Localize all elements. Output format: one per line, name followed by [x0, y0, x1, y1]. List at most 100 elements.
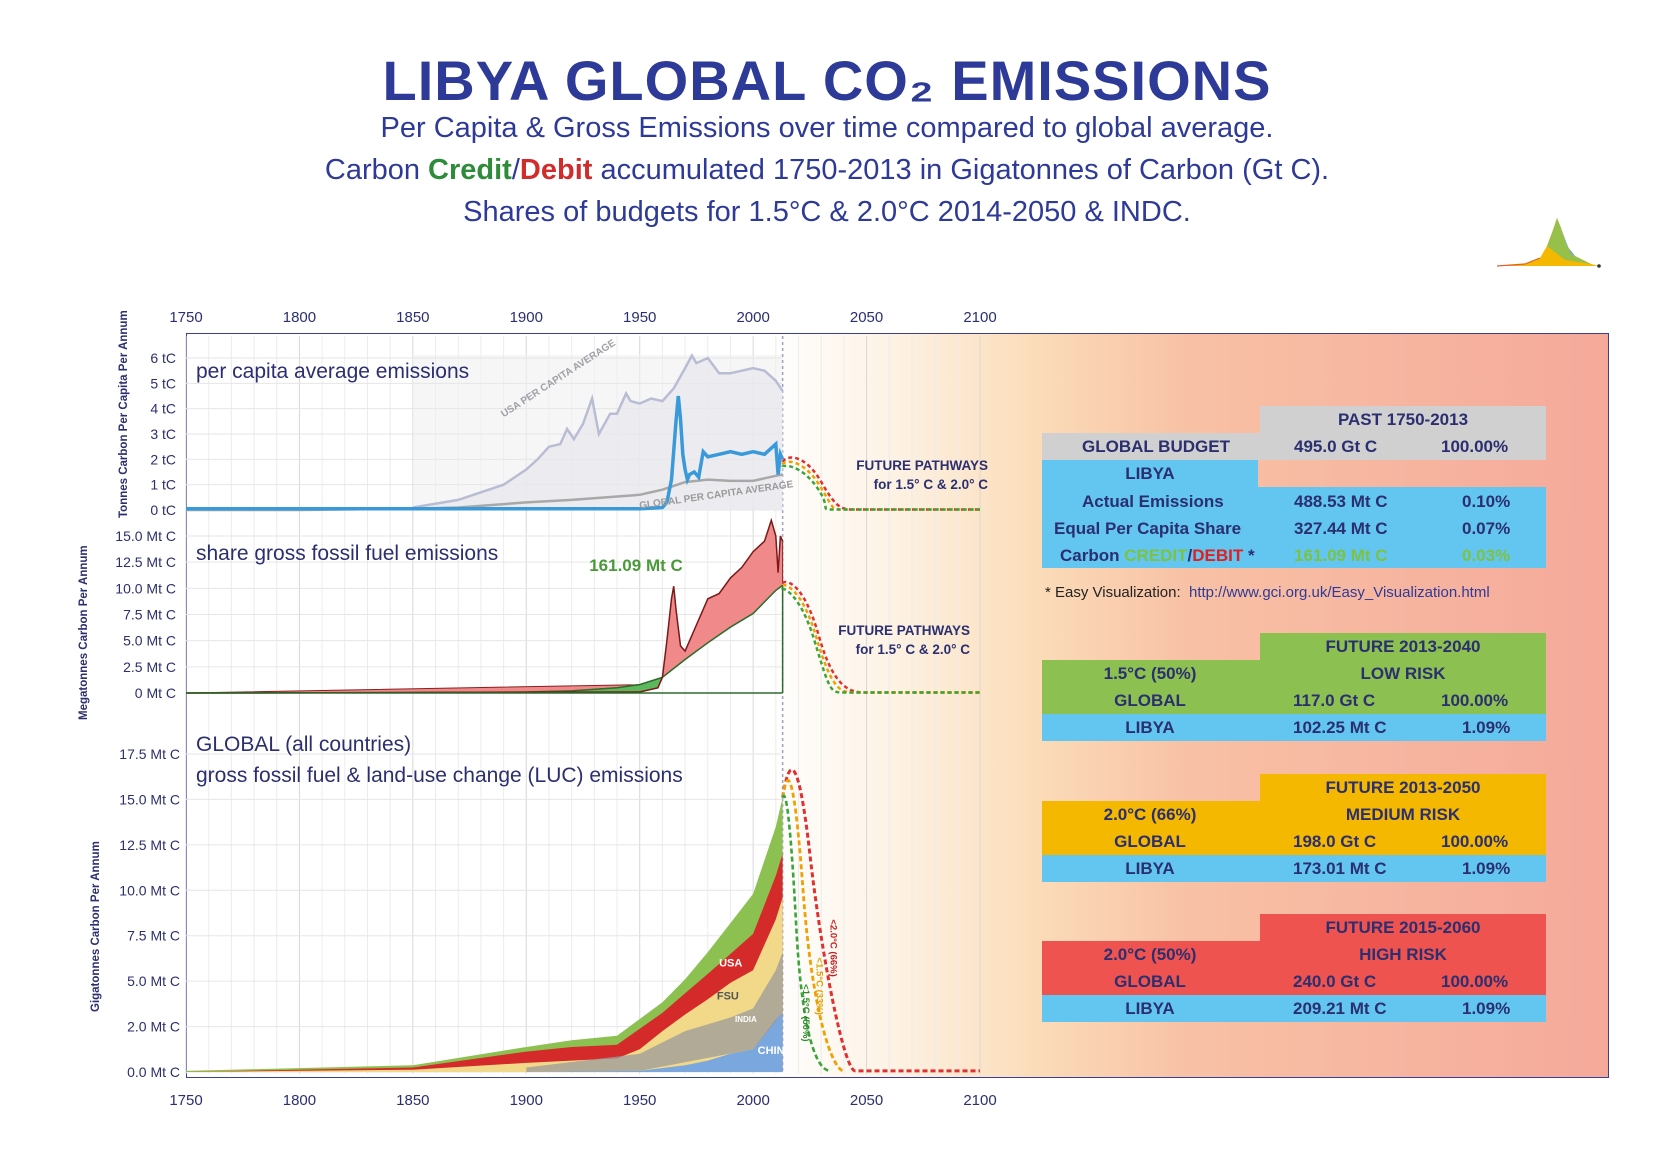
- global-label-india: INDIA: [735, 1015, 757, 1024]
- credit-label: CREDIT: [1124, 546, 1188, 565]
- actual-emissions-label: Actual Emissions: [1082, 492, 1224, 511]
- future-orange-pathway-2: [781, 583, 980, 694]
- future-label-15c-50: <1.5°C (50%): [800, 984, 811, 1041]
- past-global-value: 495.0 Gt C: [1294, 437, 1378, 456]
- global-label-usa: USA: [719, 958, 742, 970]
- x-tick-bottom: 1950: [623, 1092, 656, 1109]
- scenario-global-pct: 100.00%: [1441, 832, 1509, 851]
- debit-label: DEBIT: [1192, 546, 1244, 565]
- credit-debit-label: Carbon CREDIT/DEBIT *: [1060, 542, 1255, 569]
- scenario-header: FUTURE 2013-2050: [1260, 774, 1546, 801]
- scenario-header: FUTURE 2015-2060: [1260, 914, 1546, 941]
- y-tick-gross: 7.5 Mt C: [123, 607, 176, 623]
- equal-share-label: Equal Per Capita Share: [1054, 519, 1242, 538]
- future-pathways-1-line1: FUTURE PATHWAYS: [856, 458, 988, 473]
- past-global-row: GLOBAL BUDGET 495.0 Gt C 100.00%: [1042, 433, 1546, 460]
- line2-post: accumulated 1750-2013 in Gigatonnes of C…: [592, 154, 1330, 186]
- x-tick-top: 1950: [623, 309, 656, 326]
- y-tick-gross: 12.5 Mt C: [115, 554, 176, 570]
- scenario-band: [1042, 801, 1546, 855]
- future-pathways-2-line1: FUTURE PATHWAYS: [838, 623, 970, 638]
- scenario-country-band: [1042, 995, 1546, 1022]
- x-tick-top: 1750: [169, 309, 202, 326]
- scenario-risk: MEDIUM RISK: [1345, 805, 1461, 824]
- y-tick-per-capita: 4 tC: [150, 401, 176, 417]
- scenario-country-band: [1042, 714, 1546, 741]
- past-country-rows: [1042, 487, 1546, 568]
- scenario-global-value: 240.0 Gt C: [1293, 972, 1377, 991]
- x-tick-top: 2100: [963, 309, 996, 326]
- credit-word: Credit: [428, 154, 512, 186]
- scenario-global-pct: 100.00%: [1441, 691, 1509, 710]
- scenario-country-value: 102.25 Mt C: [1293, 718, 1387, 737]
- y-tick-global: 15.0 Mt C: [119, 791, 180, 807]
- note-url[interactable]: http://www.gci.org.uk/Easy_Visualization…: [1188, 584, 1490, 601]
- future-label-15c-33: <1.5°C (33%): [814, 958, 825, 1015]
- scenario-band: [1042, 941, 1546, 995]
- y-tick-per-capita: 6 tC: [150, 350, 176, 366]
- credit-value: 161.09 Mt C: [1294, 546, 1388, 565]
- scenario-country-band: [1042, 855, 1546, 882]
- y-tick-per-capita: 2 tC: [150, 451, 176, 467]
- note-label: * Easy Visualization:: [1045, 584, 1181, 601]
- line2-slash: /: [511, 154, 520, 186]
- scenario-global-label: GLOBAL: [1114, 972, 1186, 991]
- x-tick-top: 1850: [396, 309, 429, 326]
- easy-visualization-note: * Easy Visualization: http://www.gci.org…: [1045, 584, 1490, 601]
- y-tick-per-capita: 5 tC: [150, 375, 176, 391]
- global-area-china: [186, 1012, 783, 1072]
- future-green-pathway-2: [781, 587, 980, 694]
- scenario-global-value: 198.0 Gt C: [1293, 832, 1377, 851]
- past-country: LIBYA: [1042, 460, 1258, 487]
- credit-debit-row: Carbon CREDIT/DEBIT * 161.09 Mt C 0.03%: [1042, 542, 1546, 569]
- scenario-country: LIBYA: [1125, 859, 1175, 878]
- global-label-fsu: FSU: [717, 990, 739, 1002]
- libya-per-capita-line: [186, 395, 785, 511]
- credit-label-on-chart: 161.09 Mt C: [589, 556, 683, 575]
- scenario-risk: HIGH RISK: [1359, 945, 1447, 964]
- future-pathways-2-line2: for 1.5° C & 2.0° C: [856, 642, 971, 657]
- subtitle-line3: Shares of budgets for 1.5°C & 2.0°C 2014…: [463, 196, 1191, 228]
- future-pathways-1-line2: for 1.5° C & 2.0° C: [874, 477, 989, 492]
- x-tick-bottom: 1900: [510, 1092, 543, 1109]
- past-global-label: GLOBAL BUDGET: [1082, 437, 1230, 456]
- x-tick-top: 1900: [510, 309, 543, 326]
- x-tick-bottom: 1800: [283, 1092, 316, 1109]
- actual-emissions-value: 488.53 Mt C: [1294, 492, 1388, 511]
- credit-star: *: [1243, 546, 1255, 565]
- x-tick-top: 2000: [736, 309, 769, 326]
- equal-share-value: 327.44 Mt C: [1294, 519, 1388, 538]
- actual-emissions-pct: 0.10%: [1462, 492, 1511, 511]
- x-tick-bottom: 2050: [850, 1092, 883, 1109]
- scenario-name: 2.0°C (50%): [1103, 945, 1197, 964]
- future-green-pathway-1: [781, 464, 980, 511]
- scenario-risk: LOW RISK: [1360, 664, 1446, 683]
- ylabel-per-capita: Tonnes Carbon Per Capita Per Annum: [118, 310, 130, 518]
- x-tick-bottom: 2000: [736, 1092, 769, 1109]
- x-tick-bottom: 2100: [963, 1092, 996, 1109]
- y-tick-gross: 5.0 Mt C: [123, 633, 176, 649]
- actual-emissions-row: Actual Emissions 488.53 Mt C 0.10%: [1042, 488, 1546, 515]
- scenario-country: LIBYA: [1125, 718, 1175, 737]
- global-label-china: CHINA: [758, 1045, 793, 1057]
- gross-panel-title: share gross fossil fuel emissions: [196, 542, 498, 565]
- y-tick-per-capita: 1 tC: [150, 477, 176, 493]
- past-global-pct: 100.00%: [1441, 437, 1509, 456]
- equal-share-pct: 0.07%: [1462, 519, 1511, 538]
- subtitle-line2: Carbon Credit/Debit accumulated 1750-201…: [0, 154, 1654, 187]
- scenario-name: 2.0°C (66%): [1103, 805, 1197, 824]
- y-tick-gross: 10.0 Mt C: [115, 580, 176, 596]
- per-capita-panel-title: per capita average emissions: [196, 360, 469, 383]
- x-tick-bottom: 1850: [396, 1092, 429, 1109]
- scenario-global-label: GLOBAL: [1114, 832, 1186, 851]
- credit-slash: /: [1187, 546, 1193, 565]
- y-tick-per-capita: 3 tC: [150, 426, 176, 442]
- credit-pct: 0.03%: [1462, 546, 1511, 565]
- scenario-country-value: 209.21 Mt C: [1293, 999, 1387, 1018]
- scenario-band: [1042, 660, 1546, 714]
- y-tick-global: 2.0 Mt C: [127, 1019, 180, 1035]
- scenario-global-pct: 100.00%: [1441, 972, 1509, 991]
- future-label-2c-66: <2.0°C (66%): [827, 919, 838, 976]
- scenario-global-label: GLOBAL: [1114, 691, 1186, 710]
